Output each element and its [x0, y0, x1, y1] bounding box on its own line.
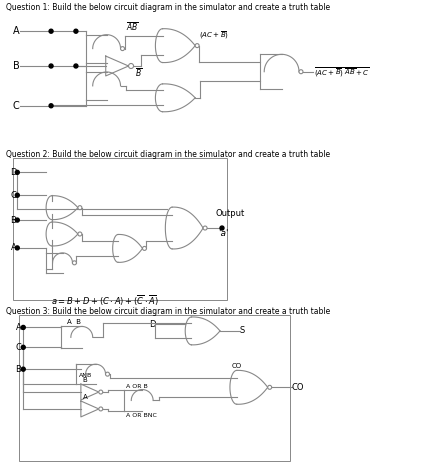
Text: D: D	[10, 168, 16, 177]
Text: ANB: ANB	[79, 373, 92, 377]
Circle shape	[268, 385, 271, 389]
Circle shape	[15, 171, 19, 174]
Text: A: A	[83, 394, 88, 400]
Text: A: A	[13, 26, 19, 36]
Text: Question 2: Build the below circuit diagram in the simulator and create a truth : Question 2: Build the below circuit diag…	[6, 151, 330, 159]
Circle shape	[49, 29, 53, 33]
Circle shape	[74, 29, 78, 33]
Circle shape	[21, 325, 25, 329]
Circle shape	[203, 226, 207, 230]
Text: Question 1: Build the below circuit diagram in the simulator and create a truth : Question 1: Build the below circuit diag…	[6, 3, 330, 13]
Circle shape	[106, 372, 110, 376]
Circle shape	[195, 44, 199, 48]
Circle shape	[15, 218, 19, 222]
Text: B: B	[11, 216, 16, 225]
Text: $a = B+D+(C \cdot A)+(\overline{C} \cdot \overline{A})$: $a = B+D+(C \cdot A)+(\overline{C} \cdot…	[51, 294, 159, 308]
Circle shape	[21, 367, 25, 371]
Text: $(AC+\overline{B})$: $(AC+\overline{B})$	[199, 29, 229, 41]
Text: B: B	[15, 365, 21, 374]
Text: B: B	[83, 377, 88, 383]
Text: Question 3: Build the below circuit diagram in the simulator and create a truth : Question 3: Build the below circuit diag…	[6, 307, 330, 315]
Circle shape	[78, 206, 82, 210]
Text: CO: CO	[232, 363, 242, 370]
Text: A OR B: A OR B	[125, 384, 147, 389]
Circle shape	[143, 247, 147, 250]
Text: $\overline{(AC+\overline{B})\ \overline{AB}+C}$: $\overline{(AC+\overline{B})\ \overline{…	[314, 65, 370, 78]
Circle shape	[99, 390, 103, 394]
Circle shape	[49, 104, 53, 108]
Text: A: A	[11, 243, 16, 253]
Circle shape	[21, 345, 25, 350]
Text: CO: CO	[292, 383, 304, 392]
Text: B: B	[12, 61, 19, 71]
Text: 'a': 'a'	[218, 229, 228, 238]
Text: D: D	[149, 320, 155, 329]
Circle shape	[15, 193, 19, 197]
Text: C: C	[15, 343, 21, 352]
Circle shape	[49, 64, 53, 68]
Text: A: A	[15, 323, 21, 332]
Text: $\overline{AB}$: $\overline{AB}$	[125, 21, 138, 34]
Text: A OR BNC: A OR BNC	[125, 413, 157, 418]
Circle shape	[99, 407, 103, 411]
Text: S: S	[240, 326, 245, 336]
Circle shape	[299, 70, 303, 74]
Circle shape	[73, 261, 77, 265]
Text: Output: Output	[215, 209, 244, 218]
Text: $\overline{B}$: $\overline{B}$	[135, 67, 142, 79]
Circle shape	[78, 232, 82, 236]
Text: C: C	[11, 191, 16, 200]
Text: C: C	[12, 101, 19, 111]
Circle shape	[15, 246, 19, 250]
Circle shape	[121, 47, 125, 51]
Circle shape	[74, 64, 78, 68]
Circle shape	[220, 226, 224, 230]
Circle shape	[128, 63, 134, 69]
Text: A  B: A B	[67, 320, 81, 325]
